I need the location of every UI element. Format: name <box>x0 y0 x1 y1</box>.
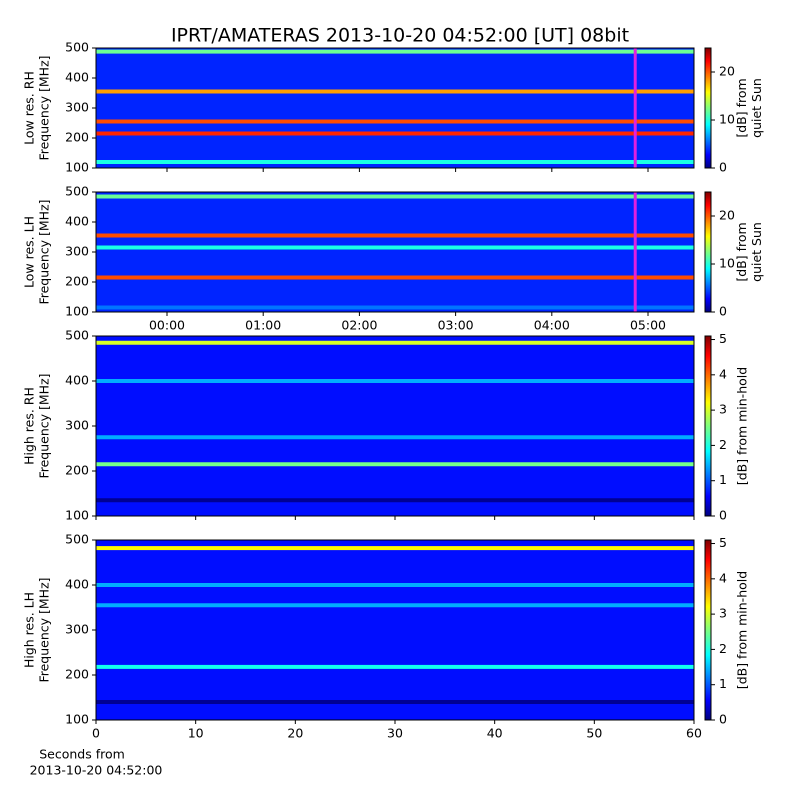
colorbar <box>704 191 712 313</box>
emission-band <box>96 49 694 54</box>
y-tick-label: 200 <box>65 667 89 682</box>
spectrogram-background <box>96 336 694 516</box>
y-tick-label: 200 <box>65 463 89 478</box>
y-tick-label: 500 <box>65 40 89 55</box>
y-tick-label: 300 <box>65 244 89 259</box>
colorbar-tick-label: 20 <box>719 208 735 223</box>
y-tick-label: 400 <box>65 373 89 388</box>
emission-band <box>96 603 694 608</box>
x-tick-label: 0 <box>92 726 100 741</box>
emission-band <box>96 305 694 310</box>
figure-title: IPRT/AMATERAS 2013-10-20 04:52:00 [UT] 0… <box>171 25 629 47</box>
colorbar-label: quiet Sun <box>749 222 764 282</box>
colorbar-tick-label: 1 <box>719 676 727 691</box>
emission-band <box>96 546 694 551</box>
spectrogram-background <box>96 48 694 168</box>
colorbar-tick-label: 5 <box>719 331 727 346</box>
spectrogram-background <box>96 540 694 720</box>
colorbar <box>704 335 712 517</box>
y-axis-label: Low res. LH <box>22 216 37 288</box>
colorbar <box>704 539 712 721</box>
x-tick-label: 30 <box>387 726 403 741</box>
y-axis-label: Frequency [MHz] <box>37 577 52 682</box>
x-tick-label: 01:00 <box>245 318 281 333</box>
x-tick-label: 40 <box>487 726 503 741</box>
y-tick-label: 200 <box>65 274 89 289</box>
colorbar-label: [dB] from min-hold <box>735 367 750 485</box>
y-axis-label: Frequency [MHz] <box>37 373 52 478</box>
colorbar-label: [dB] from <box>734 78 749 137</box>
emission-band <box>96 700 694 704</box>
x-tick-label: 03:00 <box>438 318 474 333</box>
y-tick-label: 400 <box>65 70 89 85</box>
y-tick-label: 300 <box>65 622 89 637</box>
y-tick-label: 400 <box>65 577 89 592</box>
emission-band <box>96 245 694 250</box>
colorbar-tick-label: 0 <box>719 304 727 319</box>
x-tick-label: 04:00 <box>534 318 570 333</box>
colorbar-tick-label: 2 <box>719 641 727 656</box>
emission-band <box>96 119 694 124</box>
emission-band <box>96 435 694 440</box>
x-axis-label: 2013-10-20 04:52:00 <box>30 763 163 778</box>
emission-band <box>96 664 694 669</box>
x-tick-label: 50 <box>586 726 602 741</box>
colorbar-tick-label: 2 <box>719 437 727 452</box>
x-tick-label: 00:00 <box>149 318 185 333</box>
x-tick-label: 05:00 <box>630 318 666 333</box>
y-tick-label: 100 <box>65 160 89 175</box>
emission-band <box>96 160 694 164</box>
colorbar-tick-label: 0 <box>719 712 727 727</box>
colorbar-tick-label: 0 <box>719 160 727 175</box>
spectrogram-background <box>96 192 694 312</box>
colorbar-tick-label: 4 <box>719 366 727 381</box>
emission-band <box>96 194 694 199</box>
emission-band <box>96 498 694 503</box>
colorbar-label: quiet Sun <box>749 78 764 138</box>
emission-band <box>96 340 694 345</box>
y-tick-label: 100 <box>65 712 89 727</box>
y-tick-label: 300 <box>65 100 89 115</box>
x-tick-label: 20 <box>287 726 303 741</box>
emission-band <box>96 462 694 467</box>
y-tick-label: 100 <box>65 508 89 523</box>
y-tick-label: 500 <box>65 532 89 547</box>
x-tick-label: 02:00 <box>341 318 377 333</box>
x-tick-label: 60 <box>686 726 702 741</box>
x-axis-label: Seconds from <box>39 747 125 762</box>
emission-band <box>96 275 694 280</box>
y-axis-label: Frequency [MHz] <box>37 55 52 160</box>
emission-band <box>96 233 694 238</box>
colorbar-tick-label: 1 <box>719 472 727 487</box>
y-tick-label: 400 <box>65 214 89 229</box>
colorbar-label: [dB] from min-hold <box>735 571 750 689</box>
emission-band <box>96 583 694 587</box>
colorbar-tick-label: 20 <box>719 64 735 79</box>
colorbar-tick-label: 10 <box>719 112 735 127</box>
colorbar-label: [dB] from <box>734 222 749 281</box>
emission-band <box>96 89 694 94</box>
y-axis-label: Frequency [MHz] <box>37 199 52 304</box>
x-tick-label: 10 <box>188 726 204 741</box>
colorbar-tick-label: 5 <box>719 535 727 550</box>
y-axis-label: Low res. RH <box>22 71 37 145</box>
y-tick-label: 200 <box>65 130 89 145</box>
colorbar <box>704 47 712 169</box>
y-tick-label: 500 <box>65 328 89 343</box>
y-tick-label: 300 <box>65 418 89 433</box>
y-tick-label: 100 <box>65 304 89 319</box>
y-tick-label: 500 <box>65 184 89 199</box>
y-axis-label: High res. RH <box>22 387 37 465</box>
y-axis-label: High res. LH <box>22 592 37 668</box>
colorbar-tick-label: 3 <box>719 402 727 417</box>
colorbar-tick-label: 0 <box>719 508 727 523</box>
colorbar-tick-label: 4 <box>719 570 727 585</box>
emission-band <box>96 379 694 383</box>
colorbar-tick-label: 10 <box>719 256 735 271</box>
colorbar-tick-label: 3 <box>719 606 727 621</box>
emission-band <box>96 131 694 136</box>
